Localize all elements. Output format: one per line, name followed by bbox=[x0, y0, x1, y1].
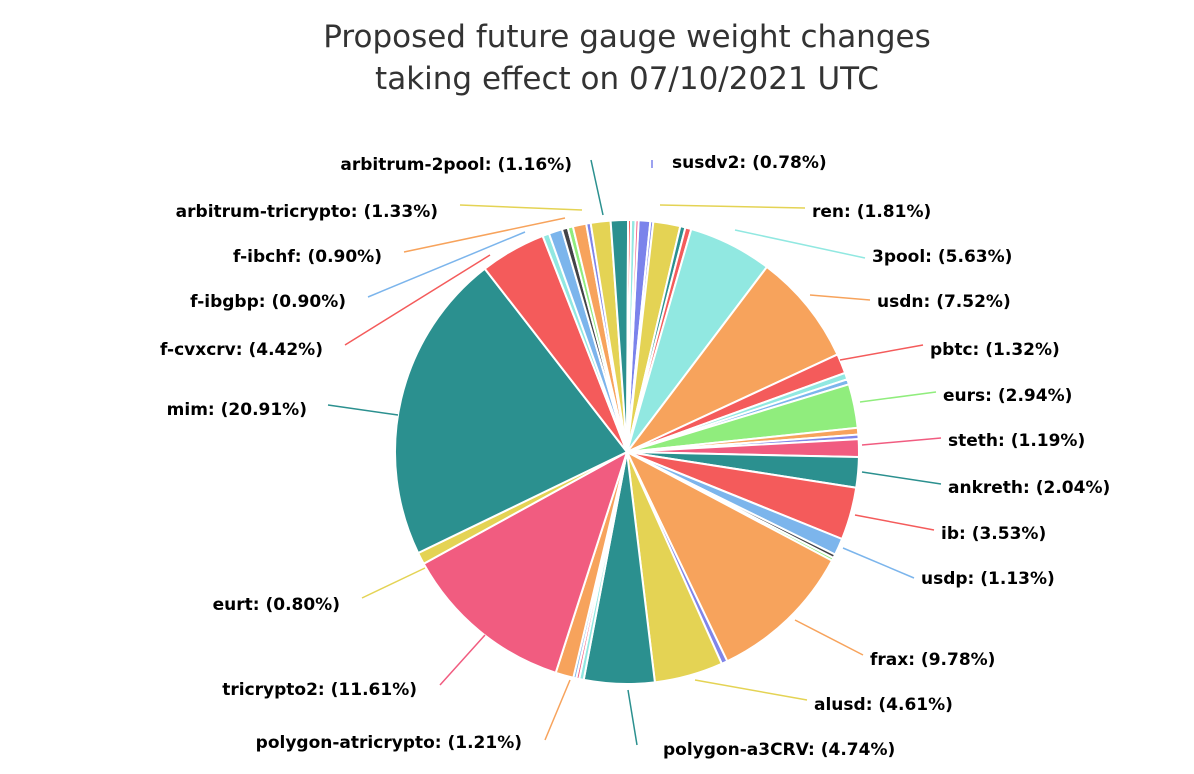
data-label-polygon-a3CRV: polygon-a3CRV: (4.74%) bbox=[663, 740, 895, 760]
connector-eurs bbox=[859, 391, 937, 403]
data-label-3pool: 3pool: (5.63%) bbox=[872, 247, 1012, 267]
connector-eurt bbox=[361, 567, 426, 599]
data-label-eurt: eurt: (0.80%) bbox=[213, 595, 340, 615]
connector-ren bbox=[659, 204, 806, 209]
data-label-f-ibchf: f-ibchf: (0.90%) bbox=[233, 247, 382, 267]
connector-usdp bbox=[842, 547, 915, 579]
connector-usdn bbox=[809, 294, 871, 301]
pie-slice-unlabeled-41[interactable] bbox=[626, 219, 640, 453]
connector-steth bbox=[861, 437, 942, 446]
data-label-arbitrum-2pool: arbitrum-2pool: (1.16%) bbox=[340, 155, 572, 175]
data-label-pbtc: pbtc: (1.32%) bbox=[930, 340, 1060, 360]
connectors-group bbox=[327, 159, 942, 746]
connector-ib bbox=[854, 514, 935, 531]
pie-slice-frax[interactable] bbox=[624, 449, 834, 663]
chart-title: Proposed future gauge weight changes bbox=[323, 19, 930, 55]
data-label-usdp: usdp: (1.13%) bbox=[921, 569, 1055, 589]
data-label-arbitrum-tricrypto: arbitrum-tricrypto: (1.33%) bbox=[176, 202, 438, 222]
connector-pbtc bbox=[839, 344, 924, 361]
connector-polygon-atricrypto bbox=[544, 679, 571, 741]
data-label-ib: ib: (3.53%) bbox=[941, 524, 1046, 544]
connector-3pool bbox=[734, 229, 866, 259]
connector-mim bbox=[327, 404, 399, 416]
data-label-susdv2: susdv2: (0.78%) bbox=[672, 153, 827, 173]
labels-group: susdv2: (0.78%) ren: (1.81%) 3pool: (5.63%… bbox=[160, 153, 1110, 760]
pie-slice-tricrypto2[interactable] bbox=[422, 449, 629, 675]
data-label-frax: frax: (9.78%) bbox=[870, 650, 995, 670]
data-label-steth: steth: (1.19%) bbox=[948, 431, 1085, 451]
connector-alusd bbox=[694, 679, 808, 701]
data-label-f-cvxcrv: f-cvxcrv: (4.42%) bbox=[160, 340, 323, 360]
connector-ankreth bbox=[861, 471, 942, 485]
pie-slice-mim[interactable] bbox=[394, 267, 629, 555]
connector-frax bbox=[794, 619, 864, 656]
chart-subtitle: taking effect on 07/10/2021 UTC bbox=[375, 61, 879, 97]
data-label-ren: ren: (1.81%) bbox=[812, 202, 931, 222]
data-label-ankreth: ankreth: (2.04%) bbox=[948, 478, 1110, 498]
data-label-mim: mim: (20.91%) bbox=[167, 400, 307, 420]
connector-tricrypto2 bbox=[439, 634, 486, 686]
data-label-f-ibgbp: f-ibgbp: (0.90%) bbox=[190, 292, 346, 312]
slices-group bbox=[394, 218, 860, 685]
pie-slice-usdn[interactable] bbox=[626, 265, 839, 453]
data-label-alusd: alusd: (4.61%) bbox=[814, 695, 953, 715]
connector-f-ibgbp bbox=[367, 231, 526, 298]
connector-f-cvxcrv bbox=[344, 254, 491, 346]
connector-arbitrum-2pool bbox=[590, 159, 604, 216]
connector-arbitrum-tricrypto bbox=[459, 204, 583, 211]
connector-polygon-a3CRV bbox=[627, 689, 638, 746]
connector-f-ibchf bbox=[403, 217, 566, 253]
data-label-tricrypto2: tricrypto2: (11.61%) bbox=[222, 680, 417, 700]
data-label-usdn: usdn: (7.52%) bbox=[877, 292, 1011, 312]
data-label-polygon-atricrypto: polygon-atricrypto: (1.21%) bbox=[256, 733, 522, 753]
data-label-eurs: eurs: (2.94%) bbox=[943, 386, 1072, 406]
